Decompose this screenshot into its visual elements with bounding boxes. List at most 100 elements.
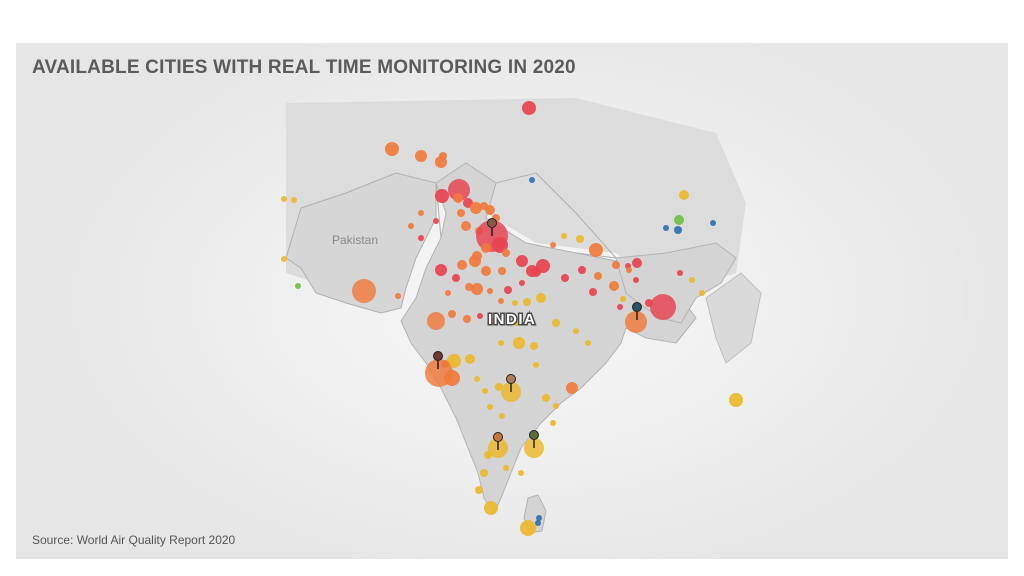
city-dot <box>520 520 536 536</box>
land-india <box>400 162 697 515</box>
city-dot <box>448 310 456 318</box>
city-dot <box>475 486 483 494</box>
label-pakistan: Pakistan <box>332 233 378 247</box>
city-dot <box>470 202 482 214</box>
city-dot <box>512 300 518 306</box>
city-dot <box>576 235 584 243</box>
city-dot <box>385 142 399 156</box>
city-dot <box>427 312 445 330</box>
city-dot <box>452 274 460 282</box>
city-dot <box>471 283 483 295</box>
city-dot <box>487 288 493 294</box>
city-dot <box>561 274 569 282</box>
city-dot <box>633 277 639 283</box>
city-dot <box>518 470 524 476</box>
city-pin-icon[interactable] <box>529 430 539 449</box>
city-dot <box>589 288 597 296</box>
city-dot <box>674 226 682 234</box>
city-dot <box>573 328 579 334</box>
city-dot <box>461 221 471 231</box>
city-dot <box>519 280 525 286</box>
city-dot <box>480 469 488 477</box>
city-dot <box>689 277 695 283</box>
city-dot <box>447 354 461 368</box>
page-title: AVAILABLE CITIES WITH REAL TIME MONITORI… <box>32 57 576 78</box>
india-city-map[interactable]: Pakistan INDIA <box>16 43 1008 559</box>
city-dot <box>435 264 447 276</box>
city-dot <box>448 179 470 201</box>
land-myanmar <box>705 272 762 364</box>
city-dot <box>482 388 488 394</box>
city-dot <box>710 220 716 226</box>
city-dot <box>589 243 603 257</box>
land-pakistan <box>285 172 437 314</box>
city-dot <box>650 294 676 320</box>
city-dot <box>679 190 689 200</box>
city-dot <box>566 382 578 394</box>
city-dot <box>626 267 632 273</box>
city-dot <box>729 393 743 407</box>
city-dot <box>435 189 449 203</box>
city-dot <box>533 362 539 368</box>
city-dot <box>530 342 538 350</box>
city-dot <box>408 223 414 229</box>
city-dot <box>481 243 491 253</box>
city-dot <box>418 235 424 241</box>
city-dot <box>553 403 559 409</box>
city-pin-icon[interactable] <box>632 302 642 321</box>
city-dot <box>415 150 427 162</box>
city-dot <box>281 196 287 202</box>
city-dot <box>609 281 619 291</box>
city-dot <box>535 520 541 526</box>
city-dot <box>495 383 503 391</box>
city-dot <box>484 451 492 459</box>
city-dot <box>645 299 653 307</box>
city-pin-icon[interactable] <box>493 432 503 451</box>
city-dot <box>513 337 525 349</box>
city-dot <box>699 290 705 296</box>
city-dot <box>561 233 567 239</box>
city-dot <box>295 283 301 289</box>
city-dot <box>674 215 684 225</box>
city-dot <box>498 298 504 304</box>
city-dot <box>499 413 505 419</box>
city-pin-icon[interactable] <box>487 218 497 237</box>
city-dot <box>617 304 623 310</box>
city-dot <box>484 501 498 515</box>
city-dot <box>453 193 463 203</box>
city-dot <box>492 237 508 253</box>
city-dot <box>439 152 447 160</box>
city-dots <box>281 101 743 536</box>
city-dot <box>281 256 287 262</box>
city-dot <box>625 311 647 333</box>
city-dot <box>620 296 626 302</box>
city-dot <box>550 420 556 426</box>
city-dot <box>352 279 376 303</box>
city-pin-icon[interactable] <box>433 351 443 370</box>
city-dot <box>498 267 506 275</box>
city-dot <box>445 290 451 296</box>
border-lines <box>435 172 697 344</box>
city-dot <box>677 270 683 276</box>
city-dot <box>444 370 460 386</box>
city-dot <box>550 242 556 248</box>
label-india: INDIA <box>488 311 536 328</box>
city-pins <box>433 218 642 451</box>
city-dot <box>504 286 512 294</box>
map-panel: Pakistan INDIA AVAILABLE CITIES WITH REA… <box>16 43 1008 559</box>
city-dot <box>433 218 439 224</box>
city-dot <box>481 266 491 276</box>
city-dot <box>291 197 297 203</box>
city-dot <box>491 317 499 325</box>
source-note: Source: World Air Quality Report 2020 <box>32 533 236 547</box>
land-north <box>286 98 746 293</box>
city-dot <box>516 255 528 267</box>
city-dot <box>536 515 542 521</box>
city-dot <box>594 272 602 280</box>
city-dot <box>487 404 493 410</box>
city-dot <box>522 101 536 115</box>
city-dot <box>457 209 465 217</box>
city-pin-icon[interactable] <box>506 374 516 393</box>
city-dot <box>477 313 483 319</box>
city-dot <box>632 258 642 268</box>
